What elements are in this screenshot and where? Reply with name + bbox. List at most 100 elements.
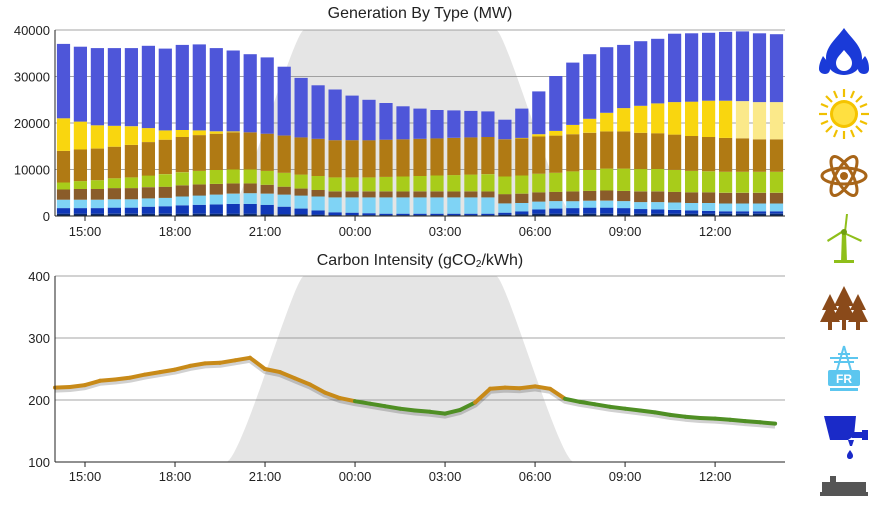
bar-segment-nuclear: [702, 136, 716, 172]
bar-segment-biomass: [141, 187, 155, 199]
bar-segment-solar: [600, 112, 614, 132]
bar-segment-biomass: [413, 191, 427, 198]
bar-segment-wind: [124, 177, 138, 189]
intensity-line-segment: [368, 401, 387, 409]
bar-segment-biomass: [600, 190, 614, 201]
bar-segment-biomass: [566, 191, 580, 202]
bar-segment-biomass: [379, 191, 393, 198]
bar-segment-solar: [192, 130, 206, 136]
bar-segment-nuclear: [617, 131, 631, 169]
pumped-storage-icon[interactable]: [816, 406, 872, 462]
bar-segment-imports: [311, 196, 325, 211]
bar-segment-biomass: [464, 191, 478, 198]
bar-segment-wind: [158, 174, 172, 187]
x-tick-label: 06:00: [519, 224, 552, 239]
bar-segment-biomass: [735, 192, 750, 204]
wind-turbine-icon[interactable]: [816, 210, 872, 266]
bar-segment-nuclear: [56, 150, 71, 183]
bar-segment-pumped: [702, 210, 716, 214]
bar-segment-pumped: [379, 213, 393, 216]
bar-segment-pumped: [447, 213, 461, 216]
intensity-line-segment: [428, 409, 448, 416]
atom-icon[interactable]: [816, 148, 872, 204]
intensity-line-segment: [668, 412, 688, 419]
x-tick-label: 21:00: [249, 469, 282, 484]
carbon-intensity-chart-title: Carbon Intensity (gCO2/kWh): [316, 252, 524, 270]
bar-segment-gas: [685, 33, 699, 102]
bar-segment-gas: [328, 89, 342, 141]
bar-segment-other: [56, 213, 71, 216]
bar-segment-wind: [752, 171, 767, 193]
bar-segment-nuclear: [73, 149, 87, 182]
intensity-line-segment: [623, 406, 643, 413]
bar-segment-other: [311, 214, 325, 216]
bar-segment-biomass: [243, 183, 257, 194]
bar-segment-imports: [515, 203, 529, 212]
bar-segment-biomass: [668, 191, 682, 203]
bar-segment-imports: [124, 199, 138, 208]
bar-segment-nuclear: [209, 133, 223, 170]
bar-segment-imports: [634, 202, 648, 210]
sun-icon[interactable]: [816, 86, 872, 142]
bar-segment-wind: [634, 169, 648, 192]
bar-segment-nuclear: [583, 132, 597, 170]
x-tick-label: 09:00: [609, 469, 642, 484]
bar-segment-gas: [294, 77, 308, 138]
bar-segment-pumped: [685, 210, 699, 214]
bar-segment-other: [752, 213, 767, 216]
bar-segment-wind: [90, 180, 104, 189]
x-tick-label: 15:00: [69, 224, 102, 239]
intensity-line-segment: [113, 375, 132, 382]
bar-segment-gas: [209, 48, 223, 132]
bar-segment-gas: [175, 44, 189, 130]
intensity-line-segment: [398, 406, 417, 413]
bar-segment-solar: [634, 105, 648, 133]
bar-segment-solar: [226, 131, 240, 133]
bar-segment-pumped: [617, 208, 631, 214]
bar-segment-solar: [719, 100, 733, 138]
y-tick-label: 100: [28, 455, 50, 470]
bar-segment-nuclear: [566, 134, 580, 172]
bar-segment-nuclear: [226, 132, 240, 170]
bar-segment-other: [719, 213, 733, 216]
bar-segment-nuclear: [735, 138, 750, 172]
bar-segment-solar: [566, 124, 580, 135]
bar-segment-biomass: [311, 190, 325, 197]
bar-segment-nuclear: [769, 139, 784, 172]
gas-flame-icon[interactable]: [816, 24, 872, 80]
bar-segment-imports: [107, 199, 121, 208]
bar-segment-other: [294, 214, 308, 216]
bar-segment-wind: [345, 177, 359, 192]
bar-segment-wind: [141, 175, 155, 188]
bar-segment-imports: [73, 199, 87, 209]
bar-segment-other: [498, 214, 512, 216]
bar-segment-wind: [192, 170, 206, 185]
bar-segment-nuclear: [294, 137, 308, 175]
intensity-line-segment: [473, 386, 493, 405]
bar-segment-imports: [277, 194, 291, 207]
bar-segment-imports: [192, 195, 206, 205]
bar-segment-imports: [769, 203, 784, 212]
bar-segment-wind: [430, 175, 444, 192]
coal-train-icon[interactable]: [816, 468, 872, 524]
bar-segment-biomass: [430, 191, 444, 198]
bar-segment-wind: [583, 170, 597, 191]
bar-segment-nuclear: [141, 142, 155, 176]
bar-segment-other: [260, 214, 274, 216]
bar-segment-pumped: [141, 206, 155, 214]
bar-segment-solar: [515, 137, 529, 139]
bar-segment-gas: [124, 48, 138, 127]
bar-segment-pumped: [158, 206, 172, 214]
bar-segment-biomass: [651, 191, 665, 203]
bar-segment-gas: [226, 50, 240, 132]
bar-segment-imports: [719, 203, 733, 212]
bar-segment-nuclear: [124, 144, 138, 178]
interconnector-fr-icon[interactable]: FR: [816, 342, 872, 398]
bar-segment-pumped: [668, 210, 682, 214]
bar-segment-pumped: [583, 207, 597, 214]
bar-segment-wind: [702, 171, 716, 193]
bar-segment-biomass: [124, 188, 138, 200]
bar-segment-other: [175, 213, 189, 216]
bar-segment-wind: [362, 177, 376, 192]
trees-icon[interactable]: [816, 280, 872, 336]
